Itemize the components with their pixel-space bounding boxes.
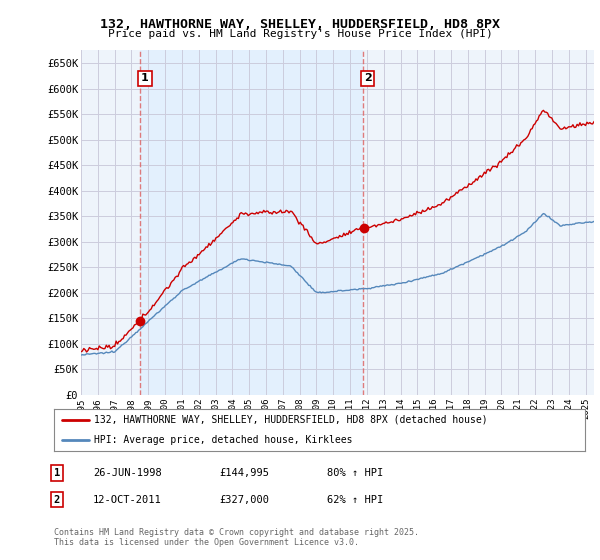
Text: 12-OCT-2011: 12-OCT-2011 bbox=[93, 494, 162, 505]
Text: 1: 1 bbox=[54, 468, 60, 478]
Text: Contains HM Land Registry data © Crown copyright and database right 2025.
This d: Contains HM Land Registry data © Crown c… bbox=[54, 528, 419, 547]
Text: 62% ↑ HPI: 62% ↑ HPI bbox=[327, 494, 383, 505]
Text: 80% ↑ HPI: 80% ↑ HPI bbox=[327, 468, 383, 478]
Text: 2: 2 bbox=[54, 494, 60, 505]
Text: Price paid vs. HM Land Registry's House Price Index (HPI): Price paid vs. HM Land Registry's House … bbox=[107, 29, 493, 39]
Text: 2: 2 bbox=[364, 73, 371, 83]
Bar bbox=[140, 50, 363, 395]
Text: HPI: Average price, detached house, Kirklees: HPI: Average price, detached house, Kirk… bbox=[94, 435, 352, 445]
Text: 132, HAWTHORNE WAY, SHELLEY, HUDDERSFIELD, HD8 8PX: 132, HAWTHORNE WAY, SHELLEY, HUDDERSFIEL… bbox=[100, 18, 500, 31]
Text: £327,000: £327,000 bbox=[219, 494, 269, 505]
Text: £144,995: £144,995 bbox=[219, 468, 269, 478]
Text: 132, HAWTHORNE WAY, SHELLEY, HUDDERSFIELD, HD8 8PX (detached house): 132, HAWTHORNE WAY, SHELLEY, HUDDERSFIEL… bbox=[94, 415, 487, 424]
Text: 26-JUN-1998: 26-JUN-1998 bbox=[93, 468, 162, 478]
Text: 1: 1 bbox=[141, 73, 149, 83]
